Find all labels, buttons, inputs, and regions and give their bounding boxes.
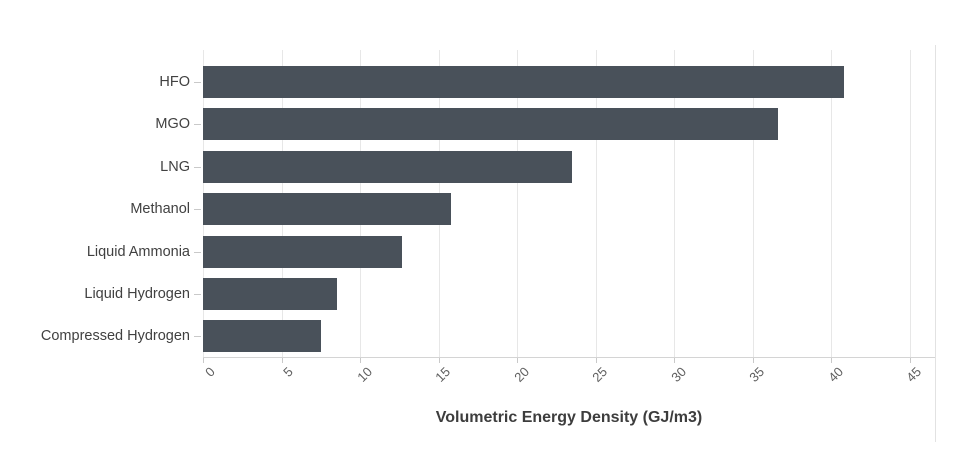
- x-tick-label-30: 30: [668, 364, 689, 385]
- gridline-x-20: [517, 50, 519, 357]
- x-tick-mark-15: [438, 358, 440, 363]
- gridline-x-40: [831, 50, 833, 357]
- x-tick-label-5: 5: [280, 364, 297, 380]
- x-tick-mark-10: [360, 358, 362, 363]
- x-tick-label-40: 40: [825, 364, 846, 385]
- category-label-liquid-ammonia: Liquid Ammonia: [86, 243, 190, 260]
- x-tick-mark-20: [517, 358, 519, 363]
- bar-lng: [203, 150, 573, 183]
- x-tick-label-0: 0: [201, 364, 218, 380]
- y-tick-mark-liquid-hydrogen: [194, 294, 201, 295]
- bar-hfo: [203, 66, 844, 98]
- y-tick-mark-methanol: [194, 209, 201, 211]
- category-label-liquid-hydrogen: Liquid Hydrogen: [84, 286, 190, 302]
- plot-area: [203, 50, 936, 357]
- gridline-x-25: [595, 50, 597, 357]
- x-axis-line: [203, 357, 936, 358]
- x-tick-label-20: 20: [510, 364, 532, 385]
- x-tick-label-15: 15: [432, 364, 454, 385]
- x-tick-mark-0: [203, 358, 204, 363]
- gridline-x-30: [674, 50, 676, 357]
- category-label-mgo: MGO: [155, 116, 190, 133]
- x-tick-mark-35: [752, 358, 754, 363]
- panel-divider-line: [935, 45, 936, 442]
- category-label-compressed-hydrogen: Compressed Hydrogen: [40, 328, 190, 345]
- bar-liquid-hydrogen: [203, 278, 337, 310]
- y-tick-mark-liquid-ammonia: [194, 251, 201, 253]
- x-tick-label-45: 45: [903, 364, 925, 385]
- x-tick-label-10: 10: [353, 364, 375, 385]
- x-tick-mark-5: [281, 358, 283, 363]
- category-label-lng: LNG: [160, 158, 190, 175]
- x-tick-mark-40: [831, 358, 833, 363]
- category-label-methanol: Methanol: [130, 201, 190, 218]
- category-label-hfo: HFO: [159, 74, 190, 90]
- x-axis-title: Volumetric Energy Density (GJ/m3): [435, 409, 703, 426]
- x-tick-label-35: 35: [746, 364, 768, 385]
- gridline-x-35: [752, 50, 754, 357]
- y-tick-mark-compressed-hydrogen: [194, 336, 201, 338]
- y-tick-mark-mgo: [194, 124, 201, 126]
- x-tick-mark-25: [595, 358, 597, 363]
- bar-compressed-hydrogen: [203, 320, 321, 353]
- bar-mgo: [203, 108, 778, 141]
- gridline-x-45: [909, 50, 911, 357]
- x-tick-mark-45: [909, 358, 911, 363]
- y-tick-mark-hfo: [194, 82, 201, 83]
- x-tick-mark-30: [674, 358, 676, 363]
- bar-liquid-ammonia: [203, 235, 403, 268]
- y-tick-mark-lng: [194, 166, 201, 168]
- x-tick-label-25: 25: [589, 364, 611, 385]
- bar-methanol: [203, 193, 452, 226]
